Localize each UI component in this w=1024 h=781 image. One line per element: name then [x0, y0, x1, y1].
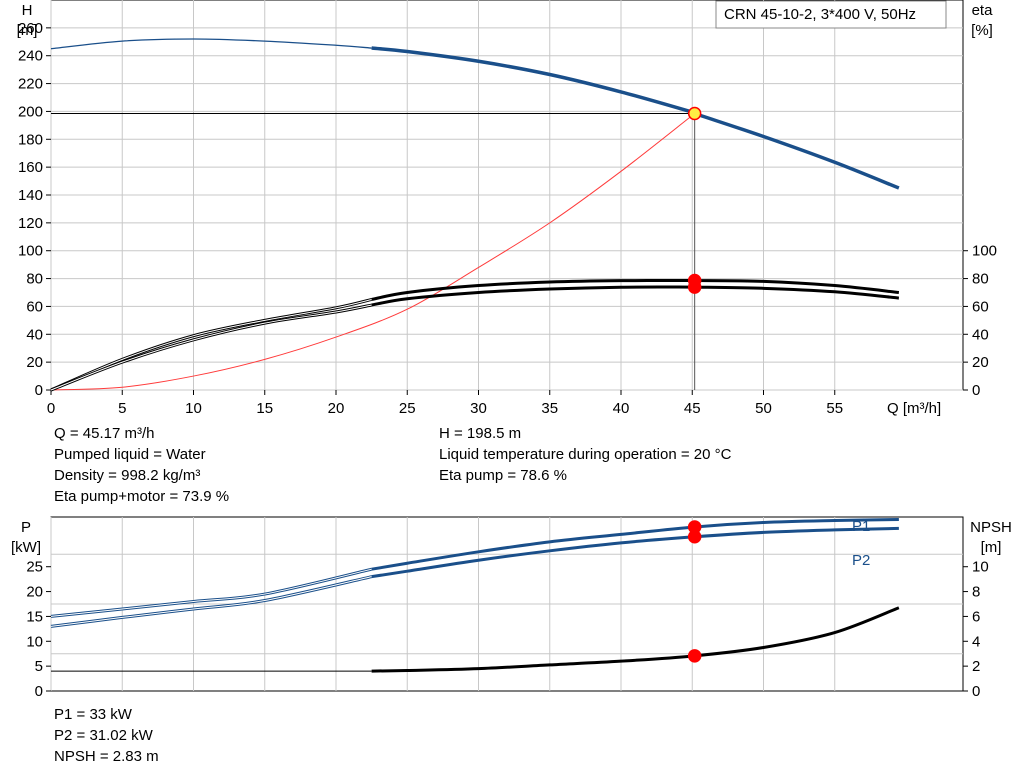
- q-tick-label: 0: [47, 400, 55, 417]
- p-axis-unit: [kW]: [11, 539, 41, 556]
- top-axis-ticks: 0 5 10 15 20 25 30 35 40 45 50 55 0 20 40 60 80 100 120 140…: [18, 20, 997, 417]
- eta-pump-curve-operating-range: [371, 278, 900, 301]
- info-h: H = 198.5 m: [439, 425, 522, 442]
- p-tick-label: 25: [26, 559, 43, 576]
- info-liquid-temperature: Liquid temperature during operation = 20…: [439, 446, 732, 463]
- info-p2: P2 = 31.02 kW: [54, 727, 153, 744]
- h-tick-label: 120: [18, 215, 43, 232]
- eta-tick-label: 40: [972, 326, 989, 343]
- h-tick-label: 0: [35, 382, 43, 399]
- h-tick-label: 40: [26, 326, 43, 343]
- p-tick-label: 20: [26, 584, 43, 601]
- head-curve-outside-range: [50, 38, 372, 50]
- p1-curve-operating-range: [371, 517, 899, 571]
- info-eta-pump-motor: Eta pump+motor = 73.9 %: [54, 488, 230, 505]
- info-eta-pump: Eta pump = 78.6 %: [439, 467, 567, 484]
- npsh-tick-label: 4: [972, 633, 980, 650]
- q-tick-label: 25: [399, 400, 416, 417]
- top-curves: [50, 38, 900, 392]
- q-tick-label: 20: [328, 400, 345, 417]
- info-density: Density = 998.2 kg/m³: [54, 467, 201, 484]
- q-tick-label: 10: [185, 400, 202, 417]
- p2-curve-label: P2: [852, 552, 870, 569]
- info-p1: P1 = 33 kW: [54, 706, 132, 723]
- bottom-curves: [50, 517, 900, 673]
- eta-tick-label: 0: [972, 382, 980, 399]
- chart-title: CRN 45-10-2, 3*400 V, 50Hz: [724, 6, 916, 23]
- q-tick-label: 55: [826, 400, 843, 417]
- p-tick-label: 0: [35, 683, 43, 700]
- npsh-point: [687, 649, 702, 663]
- info-top-right: H = 198.5 m Liquid temperature during op…: [439, 423, 731, 486]
- q-tick-label: 15: [256, 400, 273, 417]
- q-tick-label: 50: [755, 400, 772, 417]
- eta-axis-unit: [%]: [971, 22, 993, 39]
- eta-tick-label: 80: [972, 271, 989, 288]
- npsh-tick-label: 2: [972, 658, 980, 675]
- eta-pump-motor-curve-operating-range: [371, 285, 900, 307]
- info-pumped-liquid: Pumped liquid = Water: [54, 446, 206, 463]
- npsh-tick-label: 6: [972, 608, 980, 625]
- q-tick-label: 30: [470, 400, 487, 417]
- h-tick-label: 180: [18, 131, 43, 148]
- h-tick-label: 260: [18, 20, 43, 37]
- h-tick-label: 240: [18, 48, 43, 65]
- p-tick-label: 15: [26, 608, 43, 625]
- info-top-left: Q = 45.17 m³/h Pumped liquid = Water Den…: [54, 423, 229, 507]
- bottom-grid: [50, 517, 963, 691]
- eta-axis-name: eta: [972, 2, 994, 19]
- head-curve-operating-range: [371, 46, 900, 190]
- eta-tick-label: 20: [972, 354, 989, 371]
- info-bottom: P1 = 33 kW P2 = 31.02 kW NPSH = 2.83 m: [54, 704, 159, 767]
- eta-tick-label: 60: [972, 298, 989, 315]
- p-tick-label: 5: [35, 658, 43, 675]
- npsh-tick-label: 0: [972, 683, 980, 700]
- top-grid: [50, 0, 963, 391]
- eta-pump-motor-curve-outline-core: [50, 304, 372, 391]
- h-tick-label: 100: [18, 243, 43, 260]
- h-tick-label: 60: [26, 298, 43, 315]
- npsh-tick-label: 8: [972, 584, 980, 601]
- q-tick-label: 40: [613, 400, 630, 417]
- eta-tick-label: 100: [972, 243, 997, 260]
- h-tick-label: 80: [26, 271, 43, 288]
- h-tick-label: 160: [18, 159, 43, 176]
- q-tick-label: 5: [118, 400, 126, 417]
- eta-pump-curve-outline-core: [50, 298, 372, 391]
- bottom-axis-ticks: 0 5 10 15 20 25 0 2 4 6 8 10: [26, 559, 988, 700]
- h-axis-unit: [m]: [17, 22, 38, 39]
- p-axis-name: P: [21, 519, 31, 536]
- p1-curve-outline: [50, 567, 372, 618]
- q-axis-label: Q [m³/h]: [887, 400, 941, 417]
- info-q: Q = 45.17 m³/h: [54, 425, 155, 442]
- p1-curve-label: P1: [852, 518, 870, 535]
- h-tick-label: 220: [18, 76, 43, 93]
- p1-curve-outline-core: [50, 568, 372, 617]
- h-axis-name: H: [22, 2, 33, 19]
- q-tick-label: 35: [541, 400, 558, 417]
- system-curve: [50, 113, 695, 391]
- p2-point: [687, 530, 702, 544]
- npsh-curve-operating-range: [371, 606, 900, 673]
- q-tick-label: 45: [684, 400, 701, 417]
- npsh-axis-name: NPSH: [970, 519, 1012, 536]
- p-tick-label: 10: [26, 633, 43, 650]
- title-box: [715, 0, 947, 29]
- npsh-axis-unit: [m]: [981, 539, 1002, 556]
- p2-curve-operating-range: [371, 526, 899, 579]
- duty-point: [687, 106, 702, 121]
- h-tick-label: 20: [26, 354, 43, 371]
- eta-pump-motor-point: [687, 280, 702, 294]
- info-npsh: NPSH = 2.83 m: [54, 748, 159, 765]
- h-tick-label: 200: [18, 103, 43, 120]
- p2-curve-outline-core: [50, 576, 372, 627]
- p2-curve-outline: [50, 575, 372, 628]
- npsh-tick-label: 10: [972, 559, 989, 576]
- h-tick-label: 140: [18, 187, 43, 204]
- eta-pump-motor-curve-outline: [50, 303, 372, 392]
